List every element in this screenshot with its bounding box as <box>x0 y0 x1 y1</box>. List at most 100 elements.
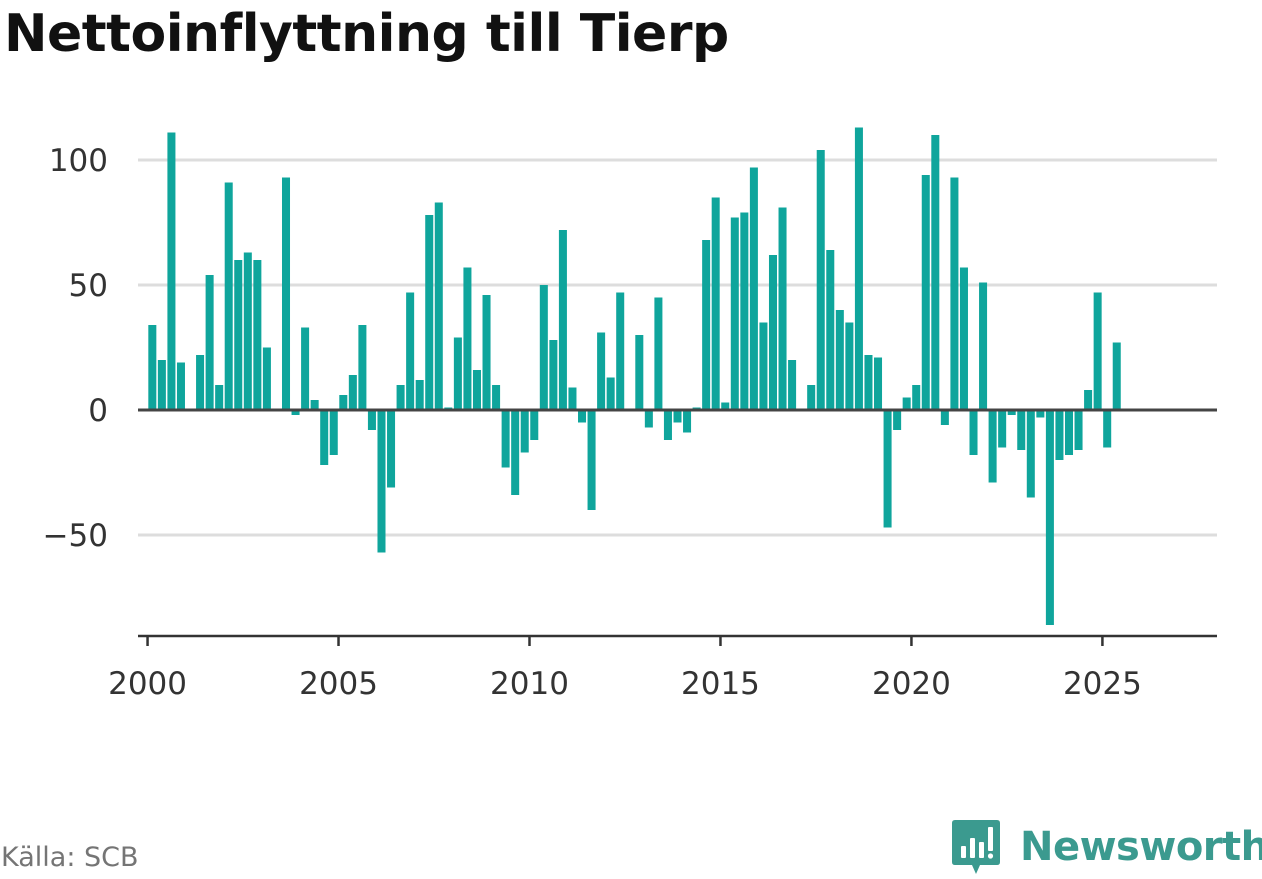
bar <box>778 207 787 410</box>
bar <box>463 267 472 410</box>
bar <box>539 285 548 410</box>
bar <box>702 240 711 410</box>
bar <box>377 410 386 553</box>
bar <box>921 175 930 410</box>
bar <box>339 395 348 410</box>
bar <box>1074 410 1083 450</box>
bar <box>644 410 653 428</box>
bar <box>196 355 205 410</box>
bar <box>530 410 539 440</box>
bar <box>931 135 940 410</box>
bar <box>148 325 157 410</box>
bar <box>740 212 749 410</box>
bar <box>864 355 873 410</box>
bar <box>1045 410 1054 625</box>
bar <box>883 410 892 528</box>
bar <box>959 267 968 410</box>
bar <box>367 410 376 430</box>
bar <box>453 337 462 410</box>
bar <box>301 327 310 410</box>
bars <box>148 127 1131 625</box>
bar <box>845 322 854 410</box>
bar <box>176 362 185 410</box>
bar <box>520 410 529 453</box>
bar <box>1036 410 1045 418</box>
bar <box>1093 292 1102 410</box>
bar <box>902 397 911 410</box>
bar <box>310 400 319 410</box>
bar <box>387 410 396 488</box>
bar <box>568 387 577 410</box>
newsworthy-brand: Newsworthy <box>950 818 1262 876</box>
x-tick-label: 2010 <box>490 666 569 702</box>
y-tick-label: 0 <box>88 393 108 429</box>
bar <box>730 217 739 410</box>
bar <box>281 177 291 410</box>
bar <box>950 177 959 410</box>
bar <box>157 360 166 410</box>
bar <box>329 410 338 455</box>
bar <box>434 202 443 410</box>
bar <box>215 385 224 410</box>
brand-name: Newsworthy <box>1020 824 1262 870</box>
bar <box>998 410 1007 448</box>
bar <box>768 255 777 410</box>
bar <box>396 385 405 410</box>
bar <box>606 377 615 410</box>
gridlines <box>138 158 1217 537</box>
bar <box>224 182 233 410</box>
bar <box>979 282 988 410</box>
bar <box>663 410 672 440</box>
bar <box>1026 410 1035 498</box>
bar <box>549 340 558 410</box>
bar <box>759 322 768 410</box>
bar <box>683 410 692 433</box>
x-tick-label: 2015 <box>681 666 760 702</box>
bar <box>425 215 434 410</box>
bar <box>320 410 329 465</box>
bar <box>415 380 424 410</box>
bar <box>635 335 644 410</box>
newsworthy-logo-icon <box>952 820 1000 874</box>
bar <box>558 230 567 410</box>
bar <box>673 410 682 423</box>
bar <box>1064 410 1074 455</box>
bar <box>826 250 835 410</box>
bar <box>616 292 625 410</box>
chart-title: Nettoinflyttning till Tierp <box>4 4 729 64</box>
bar <box>358 325 367 410</box>
bar <box>835 310 844 410</box>
bar <box>816 150 825 410</box>
bar <box>243 252 252 410</box>
bar <box>348 375 357 410</box>
bar <box>501 410 510 468</box>
bar <box>1103 410 1112 448</box>
bar <box>807 385 816 410</box>
bar <box>597 332 606 410</box>
bar <box>472 370 481 410</box>
y-axis: 100 50 0 −50 <box>43 143 1217 554</box>
bar <box>788 360 797 410</box>
bar <box>874 357 883 410</box>
bar <box>912 385 921 410</box>
bar <box>492 385 501 410</box>
bar <box>854 127 863 410</box>
bar <box>1112 342 1121 410</box>
bar <box>940 410 949 425</box>
x-tick-label: 2005 <box>299 666 378 702</box>
bar <box>205 275 214 410</box>
bar <box>1084 390 1093 410</box>
y-tick-label: −50 <box>43 518 108 554</box>
bar <box>654 297 663 410</box>
bar <box>234 260 243 410</box>
bar <box>988 410 997 483</box>
y-tick-label: 100 <box>49 143 108 179</box>
x-tick-label: 2020 <box>872 666 951 702</box>
bar <box>511 410 520 495</box>
bar <box>578 410 587 423</box>
bar <box>969 410 978 455</box>
bar <box>291 410 300 415</box>
bar <box>711 197 720 410</box>
bar <box>893 410 902 430</box>
